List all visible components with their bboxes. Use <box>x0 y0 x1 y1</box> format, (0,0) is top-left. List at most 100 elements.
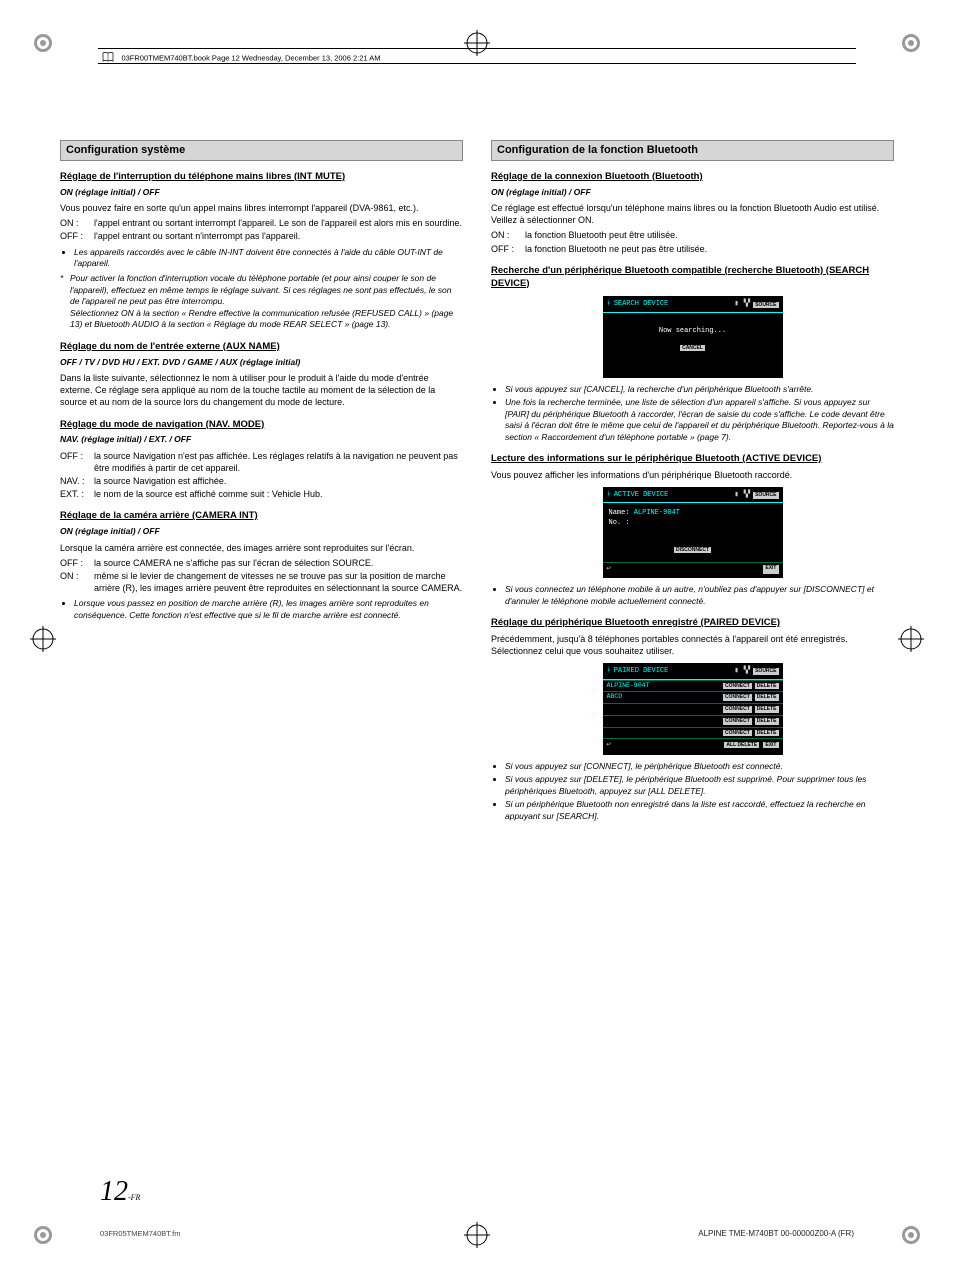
return-icon: ↩ <box>607 565 611 574</box>
nav-off: la source Navigation n'est pas affichée.… <box>94 450 463 474</box>
intro-paired-device: Précédemment, jusqu'à 8 téléphones porta… <box>491 633 894 657</box>
section-heading-bluetooth: Configuration de la fonction Bluetooth <box>491 140 894 161</box>
notes-search-device: Si vous appuyez sur [CANCEL], la recherc… <box>491 384 894 443</box>
option-aux-name: OFF / TV / DVD HU / EXT. DVD / GAME / AU… <box>60 357 463 368</box>
nav-on: la source Navigation est affichée. <box>94 475 226 487</box>
source-pill: SOURCE <box>753 492 778 499</box>
screen-title: SEARCH DEVICE <box>614 300 669 309</box>
notes-active-device: Si vous connectez un téléphone mobile à … <box>491 584 894 607</box>
deflist-nav-mode: OFF :la source Navigation n'est pas affi… <box>60 450 463 501</box>
connect-pill: CONNECT <box>723 706 752 713</box>
note-search-1: Si vous appuyez sur [CANCEL], la recherc… <box>505 384 894 395</box>
int-mute-on: l'appel entrant ou sortant interrompt l'… <box>94 217 462 229</box>
disconnect-pill: DISCONNECT <box>674 547 711 553</box>
bt-on: la fonction Bluetooth peut être utilisée… <box>525 229 678 241</box>
source-pill: SOURCE <box>753 302 778 309</box>
note-paired-2: Si vous appuyez sur [DELETE], le périphé… <box>505 774 894 797</box>
crop-mark-tl <box>30 30 56 56</box>
reg-mark-bottom <box>464 1222 490 1248</box>
left-column: Configuration système Réglage de l'inter… <box>60 140 463 826</box>
connect-pill: CONNECT <box>723 730 752 737</box>
camera-off: la source CAMERA ne s'affiche pas sur l'… <box>94 557 373 569</box>
paired-dev-1: ALPINE-904T <box>607 682 667 691</box>
heading-search-device: Recherche d'un périphérique Bluetooth co… <box>491 265 894 291</box>
intro-int-mute: Vous pouvez faire en sorte qu'un appel m… <box>60 202 463 214</box>
manual-page: 03FR00TMEM740BT.book Page 12 Wednesday, … <box>0 0 954 1278</box>
screenshot-paired-device: ᚼPAIRED DEVICE ▮ ▝▞SOURCE ALPINE-904T CONN… <box>603 663 783 755</box>
deflist-camera-int: OFF :la source CAMERA ne s'affiche pas s… <box>60 557 463 594</box>
nav-ext: le nom de la source est affiché comme su… <box>94 488 322 500</box>
header-filename: 03FR00TMEM740BT.book Page 12 Wednesday, … <box>121 54 380 63</box>
int-mute-off: l'appel entrant ou sortant n'interrompt … <box>94 230 300 242</box>
delete-pill: DELETE <box>755 694 779 701</box>
option-camera-int: ON (réglage initial) / OFF <box>60 526 463 537</box>
heading-camera-int: Réglage de la caméra arrière (CAMERA INT… <box>60 510 463 523</box>
label-off: OFF : <box>60 450 94 474</box>
note-int-mute-2: *Pour activer la fonction d'interruption… <box>60 273 463 330</box>
header-rule-box: 03FR00TMEM740BT.book Page 12 Wednesday, … <box>98 48 856 64</box>
notes-camera-int: Lorsque vous passez en position de march… <box>60 598 463 621</box>
crop-mark-bl <box>30 1222 56 1248</box>
intro-active-device: Vous pouvez afficher les informations d'… <box>491 469 894 481</box>
screen-title: PAIRED DEVICE <box>614 667 669 676</box>
label-off: OFF : <box>60 230 94 242</box>
search-status: Now searching... <box>609 327 777 336</box>
source-pill: SOURCE <box>753 668 778 675</box>
delete-pill: DELETE <box>755 683 779 690</box>
label-nav: NAV. : <box>60 475 94 487</box>
intro-camera-int: Lorsque la caméra arrière est connectée,… <box>60 542 463 554</box>
connect-pill: CONNECT <box>723 683 752 690</box>
note-search-2: Une fois la recherche terminée, une list… <box>505 397 894 443</box>
bt-logo-icon: ᚼ <box>607 300 611 309</box>
footer-filename: 03FR05TMEM740BT.fm <box>100 1229 180 1238</box>
camera-on: même si le levier de changement de vites… <box>94 570 463 594</box>
no-label: No. : <box>609 519 777 528</box>
notes-paired-device: Si vous appuyez sur [CONNECT], le périph… <box>491 761 894 822</box>
intro-bt-conn: Ce réglage est effectué lorsqu'un téléph… <box>491 202 894 226</box>
battery-icon: ▮ <box>734 491 738 500</box>
option-nav-mode: NAV. (réglage initial) / EXT. / OFF <box>60 434 463 445</box>
label-off: OFF : <box>491 243 525 255</box>
battery-icon: ▮ <box>734 667 738 676</box>
delete-pill: DELETE <box>755 730 779 737</box>
heading-aux-name: Réglage du nom de l'entrée externe (AUX … <box>60 341 463 354</box>
signal-icon: ▝▞ <box>742 491 750 500</box>
screenshot-active-device: ᚼACTIVE DEVICE ▮▝▞SOURCE Name: ALPINE-90… <box>603 487 783 578</box>
connect-pill: CONNECT <box>723 694 752 701</box>
heading-active-device: Lecture des informations sur le périphér… <box>491 453 894 466</box>
book-icon <box>102 49 114 67</box>
crop-mark-br <box>898 1222 924 1248</box>
heading-int-mute: Réglage de l'interruption du téléphone m… <box>60 171 463 184</box>
deflist-int-mute: ON :l'appel entrant ou sortant interromp… <box>60 217 463 242</box>
note-paired-1: Si vous appuyez sur [CONNECT], le périph… <box>505 761 894 772</box>
label-ext: EXT. : <box>60 488 94 500</box>
note-camera-int: Lorsque vous passez en position de march… <box>74 598 463 621</box>
heading-nav-mode: Réglage du mode de navigation (NAV. MODE… <box>60 419 463 432</box>
delete-pill: DELETE <box>755 706 779 713</box>
heading-bt-conn: Réglage de la connexion Bluetooth (Bluet… <box>491 171 894 184</box>
label-off: OFF : <box>60 557 94 569</box>
bt-logo-icon: ᚼ <box>607 667 611 676</box>
reg-mark-right <box>898 626 924 652</box>
note-int-mute-1: Les appareils raccordés avec le câble IN… <box>74 247 463 270</box>
note-active-1: Si vous connectez un téléphone mobile à … <box>505 584 894 607</box>
signal-icon: ▝▞ <box>742 300 750 309</box>
connect-pill: CONNECT <box>723 718 752 725</box>
exit-pill: EXIT <box>763 565 778 574</box>
footer-model: ALPINE TME-M740BT 00-00000Z00-A (FR) <box>698 1229 854 1238</box>
bt-logo-icon: ᚼ <box>607 491 611 500</box>
signal-icon: ▝▞ <box>742 667 750 676</box>
bt-off: la fonction Bluetooth ne peut pas être u… <box>525 243 707 255</box>
paired-dev-2: ABCD <box>607 693 667 702</box>
return-icon: ↩ <box>607 741 611 750</box>
right-column: Configuration de la fonction Bluetooth R… <box>491 140 894 826</box>
cancel-pill: CANCEL <box>680 345 705 351</box>
option-bt-conn: ON (réglage initial) / OFF <box>491 187 894 198</box>
all-delete-pill: ALL DELETE <box>724 742 759 748</box>
crop-mark-tr <box>898 30 924 56</box>
note-paired-3: Si un périphérique Bluetooth non enregis… <box>505 799 894 822</box>
option-int-mute: ON (réglage initial) / OFF <box>60 187 463 198</box>
label-on: ON : <box>60 217 94 229</box>
label-on: ON : <box>491 229 525 241</box>
screen-title: ACTIVE DEVICE <box>614 491 669 500</box>
